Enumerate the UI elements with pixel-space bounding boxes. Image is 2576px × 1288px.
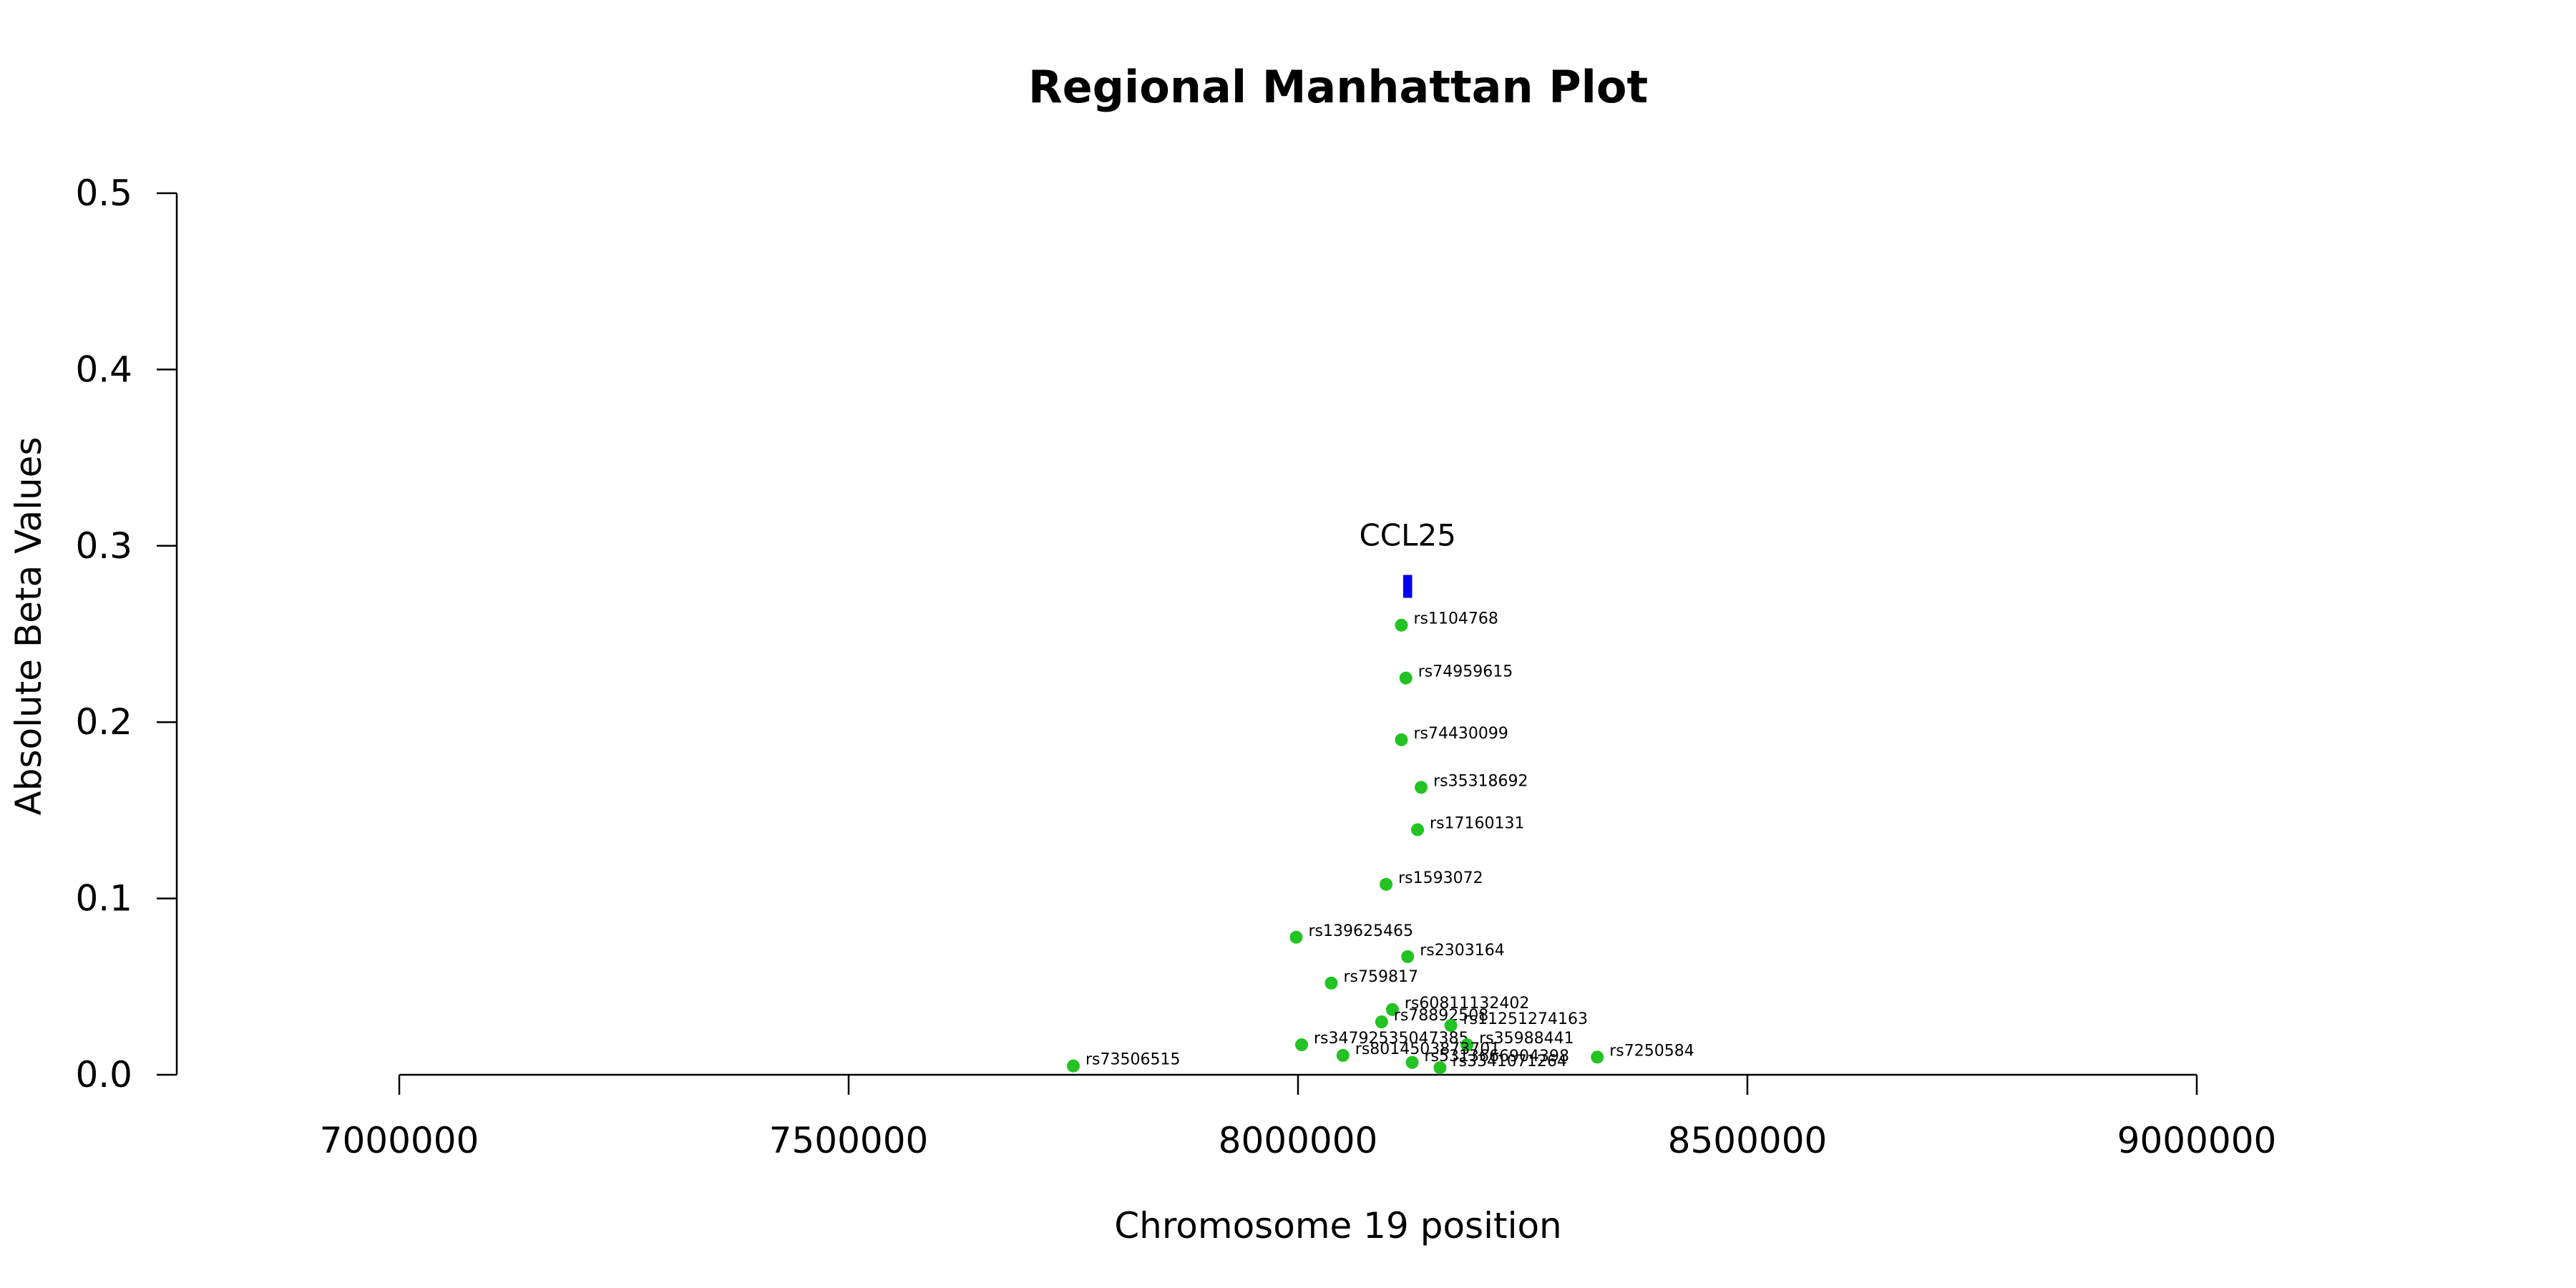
y-tick-label: 0.4	[75, 348, 132, 390]
snp-point	[1395, 618, 1408, 632]
snp-label: rs2303164	[1420, 942, 1504, 960]
gene-track: CCL25	[1359, 517, 1456, 598]
gene-block	[1402, 575, 1413, 598]
snp-label: rs78892508	[1394, 1007, 1488, 1025]
y-tick-label: 0.5	[75, 172, 132, 214]
snp-point	[1336, 1048, 1350, 1062]
y-tick-label: 0.0	[75, 1054, 132, 1096]
x-axis: 7000000 7500000 8000000 8500000 9000000	[320, 1073, 2277, 1161]
snp-label: rs8014503873701	[1355, 1040, 1500, 1058]
snp-point	[1295, 1038, 1309, 1052]
snp-point	[1444, 1019, 1458, 1033]
snp-label: rs35988441	[1479, 1030, 1574, 1048]
snp-point	[1433, 1061, 1447, 1075]
snp-label: rs1104768	[1413, 610, 1498, 628]
x-tick-label: 7000000	[320, 1120, 479, 1161]
x-tick-label: 7500000	[769, 1120, 929, 1161]
snp-label: rs1593072	[1398, 869, 1483, 887]
snp-label: rs11251274163	[1463, 1010, 1588, 1028]
snp-label: rs35318692	[1433, 772, 1528, 790]
snp-label: rs7250584	[1609, 1042, 1694, 1060]
snp-point	[1289, 930, 1303, 944]
x-axis-label: Chromosome 19 position	[1114, 1205, 1562, 1246]
snp-label: rs3341071264	[1452, 1053, 1566, 1070]
snp-point	[1401, 950, 1415, 963]
snp-point	[1395, 733, 1408, 746]
y-axis: 0.0 0.1 0.2 0.3 0.4 0.5	[75, 172, 178, 1096]
snp-point	[1399, 671, 1413, 685]
snp-point	[1411, 823, 1425, 836]
snp-point	[1591, 1050, 1604, 1064]
snp-point	[1415, 781, 1428, 794]
snp-label: rs34792535047385	[1314, 1030, 1468, 1048]
snp-label: rs759817	[1343, 968, 1418, 986]
snp-point	[1375, 1015, 1388, 1029]
snp-label: rs139625465	[1308, 922, 1413, 940]
snp-label: rs73506515	[1085, 1051, 1180, 1069]
snp-point	[1380, 877, 1393, 891]
chart-title: Regional Manhattan Plot	[1028, 61, 1648, 113]
y-tick-label: 0.3	[75, 525, 132, 567]
snp-label: rs17160131	[1430, 815, 1524, 833]
snp-point	[1405, 1055, 1419, 1069]
snp-label: rs74959615	[1418, 663, 1513, 681]
snp-label: rs5313666904398	[1425, 1048, 1569, 1065]
snp-label: rs74430099	[1413, 725, 1508, 743]
snp-point	[1385, 1002, 1399, 1016]
x-tick-label: 8000000	[1219, 1120, 1378, 1161]
snp-point	[1067, 1059, 1080, 1073]
snp-label: rs60811132402	[1405, 995, 1529, 1013]
snp-point	[1460, 1038, 1474, 1052]
y-axis-label: Absolute Beta Values	[8, 437, 49, 816]
y-tick-label: 0.2	[75, 701, 132, 743]
snp-points: rs1104768 rs74959615 rs74430099 rs35318692 r…	[1067, 610, 1694, 1075]
gene-label: CCL25	[1359, 517, 1456, 552]
y-tick-label: 0.1	[75, 878, 132, 919]
x-tick-label: 8500000	[1668, 1120, 1828, 1161]
snp-point	[1324, 976, 1338, 990]
x-tick-label: 9000000	[2117, 1120, 2277, 1161]
